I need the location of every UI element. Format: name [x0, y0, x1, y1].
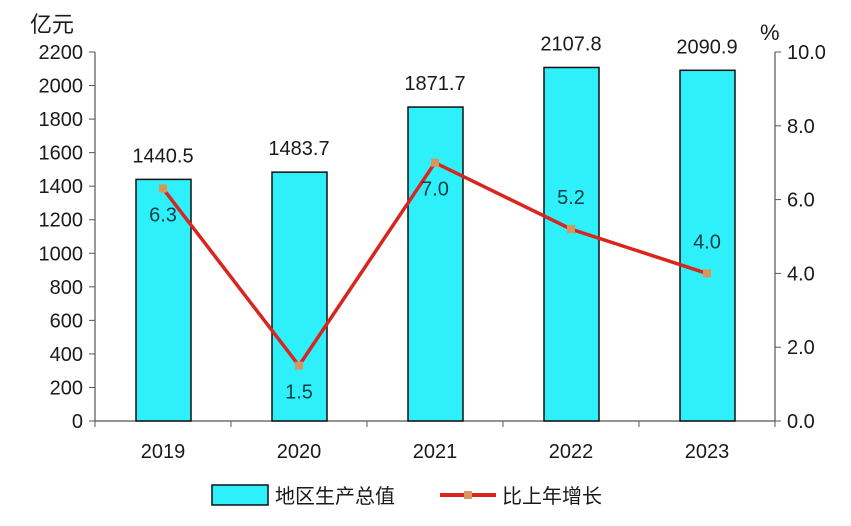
left-tick-label: 1600: [39, 143, 84, 165]
x-tick-label: 2023: [685, 441, 730, 463]
left-tick-label: 600: [50, 310, 83, 332]
x-tick-label: 2019: [141, 441, 186, 463]
bar-data-label: 1483.7: [268, 138, 329, 160]
bar-2019: [135, 178, 192, 422]
growth-marker-2019: [159, 184, 167, 193]
x-tick-label: 2022: [549, 441, 594, 463]
left-tick-label: 0: [72, 411, 83, 433]
left-tick-label: 1400: [39, 176, 84, 198]
bar-2020: [271, 171, 328, 422]
bar-2023: [679, 69, 736, 422]
bar-2022: [543, 66, 600, 422]
bar-data-label: 2107.8: [540, 33, 601, 55]
bar-data-label: 2090.9: [676, 36, 737, 58]
legend: 地区生产总值 比上年增长: [211, 484, 602, 508]
growth-data-label: 1.5: [285, 382, 313, 404]
growth-data-label: 6.3: [149, 205, 177, 227]
growth-data-label: 5.2: [557, 187, 585, 209]
x-tick-label: 2021: [413, 441, 458, 463]
bar-data-label: 1871.7: [404, 73, 465, 95]
right-tick-label: 8.0: [787, 116, 815, 138]
growth-marker-2022: [567, 225, 575, 234]
bar-data-label: 1440.5: [132, 145, 193, 167]
legend-label-bar: 地区生产总值: [275, 485, 395, 508]
right-tick-label: 10.0: [787, 42, 826, 64]
right-axis-unit: %: [760, 20, 780, 45]
left-tick-label: 200: [50, 377, 83, 399]
growth-marker-2020: [295, 361, 303, 370]
legend-swatch-marker: [464, 491, 472, 499]
left-tick-label: 2200: [39, 42, 84, 64]
right-tick-label: 6.0: [787, 190, 815, 212]
left-tick-label: 800: [50, 277, 83, 299]
bar-2021: [407, 106, 464, 422]
right-tick-label: 0.0: [787, 411, 815, 433]
growth-marker-2023: [703, 269, 711, 278]
growth-data-label: 7.0: [421, 179, 449, 201]
x-tick-label: 2020: [277, 441, 322, 463]
left-tick-label: 400: [50, 344, 83, 366]
legend-swatch-bar: [211, 484, 269, 506]
left-tick-label: 1200: [39, 210, 84, 232]
left-tick-label: 2000: [39, 76, 84, 98]
growth-marker-2021: [431, 158, 439, 167]
growth-data-label: 4.0: [693, 231, 721, 253]
left-axis-unit: 亿元: [30, 12, 74, 37]
right-tick-label: 4.0: [787, 263, 815, 285]
legend-label-line: 比上年增长: [502, 485, 602, 508]
right-tick-label: 2.0: [787, 337, 815, 359]
left-tick-label: 1000: [39, 243, 84, 265]
left-tick-label: 1800: [39, 109, 84, 131]
